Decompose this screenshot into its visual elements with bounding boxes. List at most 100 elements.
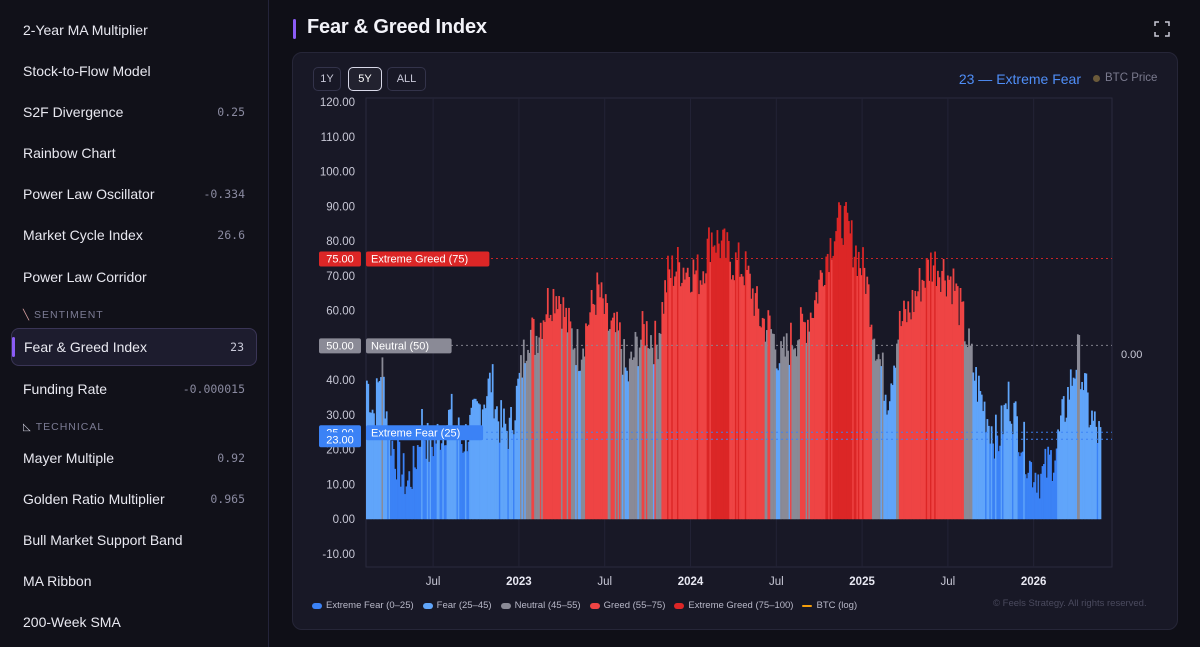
- index-bar: [449, 409, 452, 520]
- sidebar-item-label: Market Cycle Index: [23, 227, 143, 243]
- btc-price-toggle[interactable]: BTC Price: [1093, 72, 1157, 84]
- index-bar: [692, 259, 695, 520]
- index-bar: [390, 455, 392, 520]
- index-bar: [647, 348, 650, 520]
- sidebar-item-2-year-ma-multiplier[interactable]: 2-Year MA Multiplier: [11, 11, 257, 49]
- index-bar: [641, 311, 644, 520]
- index-bar: [955, 283, 958, 520]
- index-bar: [927, 259, 929, 520]
- legend-label: Extreme Fear (0–25): [326, 600, 414, 611]
- sidebar-item-stock-to-flow-model[interactable]: Stock-to-Flow Model: [11, 52, 257, 90]
- index-bar: [893, 365, 895, 520]
- index-bar: [423, 440, 426, 520]
- reference-label-text: Neutral (50): [371, 340, 429, 352]
- index-bar: [555, 296, 558, 520]
- sidebar-item-bull-market-support-band[interactable]: Bull Market Support Band: [11, 521, 257, 559]
- legend-item[interactable]: Extreme Fear (0–25): [312, 600, 414, 611]
- legend-item[interactable]: Greed (55–75): [589, 600, 666, 611]
- index-bar: [648, 348, 651, 520]
- range-5y-button[interactable]: 5Y: [348, 67, 382, 91]
- legend-item[interactable]: Neutral (45–55): [500, 600, 581, 611]
- index-bar: [531, 317, 534, 520]
- index-bar: [761, 317, 764, 520]
- range-all-button[interactable]: ALL: [387, 67, 426, 91]
- index-bar: [985, 432, 987, 520]
- x-tick-label: 2026: [1021, 576, 1047, 588]
- index-bar: [970, 343, 973, 520]
- index-bar: [514, 420, 517, 520]
- index-bar: [493, 418, 495, 520]
- index-bar: [990, 426, 993, 520]
- legend-label: Greed (55–75): [603, 600, 666, 611]
- sidebar-item-ma-ribbon[interactable]: MA Ribbon: [11, 562, 257, 600]
- range-1y-button[interactable]: 1Y: [313, 67, 341, 91]
- index-bar: [917, 291, 920, 520]
- index-bar: [959, 287, 962, 520]
- sidebar-item-fear-greed-index[interactable]: Fear & Greed Index 23: [11, 328, 257, 366]
- index-bar: [510, 406, 512, 520]
- index-bar: [797, 340, 799, 520]
- sidebar-item-power-law-oscillator[interactable]: Power Law Oscillator -0.334: [11, 175, 257, 213]
- index-bar: [847, 221, 850, 520]
- index-bar: [657, 359, 659, 520]
- sidebar-item-funding-rate[interactable]: Funding Rate -0.000015: [11, 370, 257, 408]
- y-tick-label: 10.00: [326, 479, 355, 491]
- index-bar: [904, 309, 907, 520]
- sidebar-item-power-law-corridor[interactable]: Power Law Corridor: [11, 258, 257, 296]
- index-bar: [880, 366, 883, 520]
- index-bar: [498, 442, 501, 520]
- index-bar: [491, 364, 494, 520]
- index-bar: [737, 242, 740, 520]
- index-bar: [397, 439, 399, 520]
- page-title: Fear & Greed Index: [307, 16, 487, 38]
- legend-item[interactable]: Fear (25–45): [422, 600, 492, 611]
- sidebar-item-golden-ratio-multiplier[interactable]: Golden Ratio Multiplier 0.965: [11, 480, 257, 518]
- sidebar-item-200-week-sma[interactable]: 200-Week SMA: [11, 603, 257, 641]
- index-bar: [986, 419, 989, 520]
- index-bar: [556, 309, 559, 520]
- index-bar: [681, 282, 683, 520]
- index-bar: [976, 401, 979, 520]
- sidebar-item-market-cycle-index[interactable]: Market Cycle Index 26.6: [11, 216, 257, 254]
- index-bar: [744, 251, 747, 520]
- current-value-text: 23.00: [326, 434, 354, 446]
- sidebar-item-s2f-divergence[interactable]: S2F Divergence 0.25: [11, 93, 257, 131]
- index-bar: [814, 300, 816, 520]
- index-bar: [572, 349, 575, 520]
- index-bar: [886, 414, 888, 520]
- index-bar: [838, 202, 840, 520]
- index-bar: [780, 341, 782, 520]
- index-bar: [688, 276, 691, 520]
- legend-item[interactable]: Extreme Greed (75–100): [674, 600, 793, 611]
- index-bar: [501, 427, 504, 520]
- index-bar: [515, 385, 518, 520]
- legend-item[interactable]: BTC (log): [802, 600, 857, 611]
- reference-label-text: Extreme Fear (25): [371, 427, 460, 439]
- current-value-tag: [319, 432, 361, 448]
- index-bar: [790, 322, 792, 520]
- index-bar: [997, 451, 1000, 520]
- index-bar: [370, 412, 373, 520]
- sidebar-item-rainbow-chart[interactable]: Rainbow Chart: [11, 134, 257, 172]
- index-bar: [623, 339, 626, 520]
- index-bar: [529, 329, 532, 520]
- index-bar: [406, 480, 409, 520]
- index-bar: [586, 326, 589, 520]
- sidebar-item-mayer-multiple[interactable]: Mayer Multiple 0.92: [11, 439, 257, 477]
- index-bar: [901, 321, 904, 520]
- index-bar: [741, 276, 744, 520]
- index-bar: [576, 329, 579, 520]
- index-bar: [664, 280, 667, 520]
- index-bar: [537, 352, 539, 520]
- index-bar: [541, 338, 544, 520]
- sidebar: 2-Year MA Multiplier Stock-to-Flow Model S…: [0, 0, 269, 647]
- index-bar: [962, 301, 965, 520]
- index-bar: [1091, 410, 1093, 520]
- index-bar: [1009, 421, 1011, 520]
- index-bar: [778, 363, 781, 520]
- sidebar-item-label: Funding Rate: [23, 381, 108, 397]
- fullscreen-icon[interactable]: [1154, 21, 1170, 37]
- sidebar-item-label: Mayer Multiple: [23, 450, 115, 466]
- index-bar: [544, 321, 546, 520]
